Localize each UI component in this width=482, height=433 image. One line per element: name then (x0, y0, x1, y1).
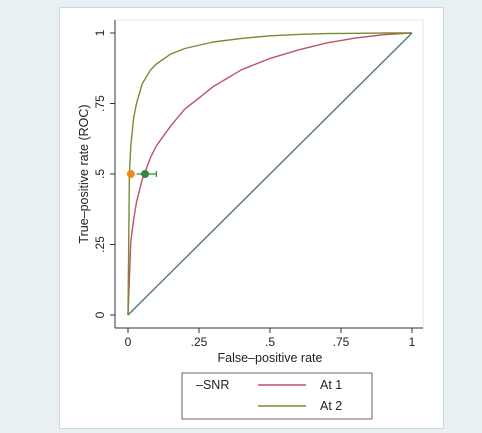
x-tick-label: 1 (409, 335, 416, 349)
legend-label-at-2: At 2 (320, 399, 342, 413)
x-axis-label: False–positive rate (218, 351, 323, 365)
y-tick-label: 0 (93, 311, 107, 318)
y-tick-label: .75 (93, 95, 107, 112)
series-line-at-2 (127, 32, 412, 316)
data-point (126, 170, 135, 178)
y-tick-label: .25 (93, 236, 107, 253)
data-point (141, 170, 150, 178)
x-tick-label: .75 (333, 335, 350, 349)
legend-label-at-1: At 1 (320, 378, 342, 392)
y-axis-label: True–positive rate (ROC) (77, 104, 91, 243)
series-line-at-1 (127, 32, 413, 316)
legend-box (181, 372, 373, 420)
y-tick-label: .5 (93, 169, 107, 179)
x-tick-label: .25 (191, 335, 208, 349)
reference-diagonal-line (127, 32, 413, 316)
legend: –SNR At 1 At 2 (181, 372, 373, 420)
x-tick-label: .5 (265, 335, 275, 349)
y-tick-label: 1 (93, 29, 107, 36)
x-tick-label: 0 (125, 335, 132, 349)
legend-label: –SNR (196, 378, 229, 392)
